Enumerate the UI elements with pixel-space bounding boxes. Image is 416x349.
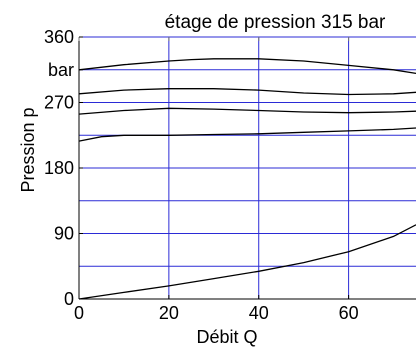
- series-line-1: [78, 58, 416, 75]
- x-tick-label: 60: [339, 303, 359, 323]
- y-tick-label: 0: [64, 289, 74, 309]
- series-line-3: [78, 107, 416, 115]
- series-line-4: [78, 127, 416, 142]
- x-tick-label: 0: [74, 303, 84, 323]
- y-tick-label: 180: [44, 158, 74, 178]
- series-line-5: [78, 224, 416, 300]
- y-tick-label: 360: [44, 27, 74, 47]
- y-tick-label: 270: [44, 93, 74, 113]
- x-axis-label: Débit Q: [196, 327, 257, 347]
- x-tick-label: 40: [249, 303, 269, 323]
- x-tick-label: 20: [159, 303, 179, 323]
- y-tick-label: 90: [54, 224, 74, 244]
- y-axis-label: Pression p: [18, 107, 38, 192]
- series-line-2: [78, 88, 416, 96]
- y-unit-label: bar: [48, 60, 74, 80]
- chart-title: étage de pression 315 bar: [165, 12, 386, 33]
